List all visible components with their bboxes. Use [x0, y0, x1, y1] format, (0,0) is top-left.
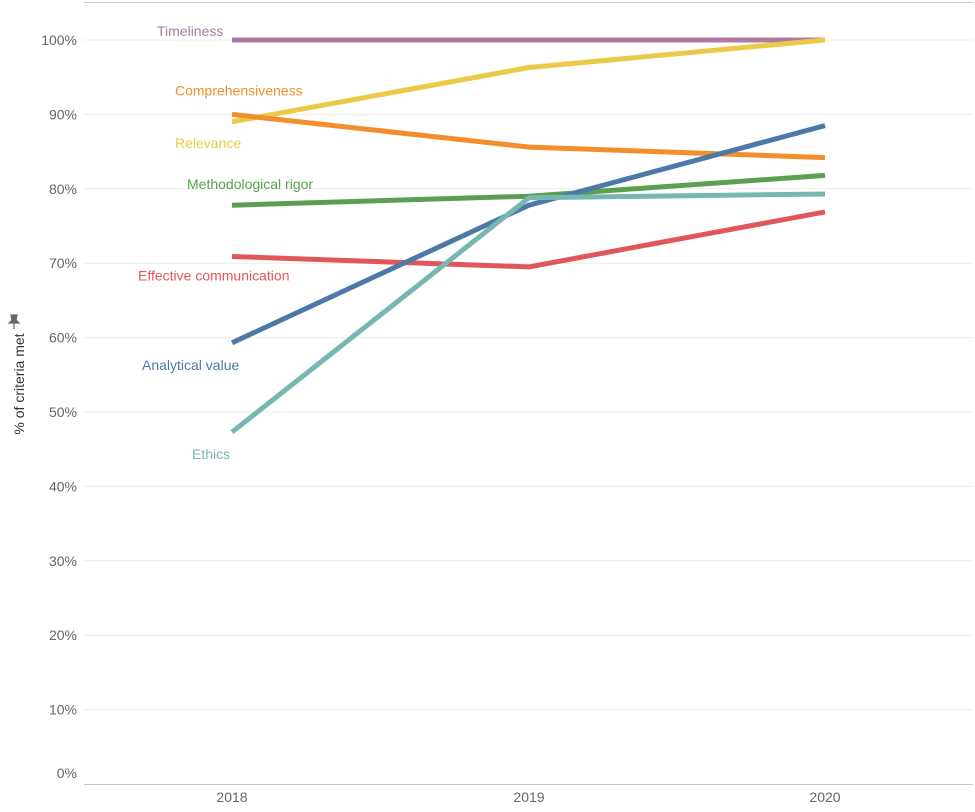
- series-line-relevance[interactable]: [231, 37, 826, 125]
- x-tick-label: 2019: [513, 789, 544, 805]
- series-label-ethics: Ethics: [192, 446, 230, 462]
- y-tick-label: 30%: [49, 553, 77, 569]
- series-line-ethics[interactable]: [230, 191, 826, 435]
- series-labels: Timeliness Relevance Comprehensiveness Meth…: [138, 23, 313, 462]
- y-tick-label: 20%: [49, 627, 77, 643]
- series-label-comprehensiveness: Comprehensiveness: [175, 82, 303, 98]
- y-tick-label: 70%: [49, 255, 77, 271]
- y-tick-label: 0%: [57, 765, 77, 781]
- series-label-methodological-rigor: Methodological rigor: [187, 176, 313, 192]
- series-label-analytical-value: Analytical value: [142, 357, 239, 373]
- y-tick-label: 10%: [49, 702, 77, 718]
- y-tick-label: 90%: [49, 106, 77, 122]
- x-tick-label: 2018: [216, 789, 247, 805]
- x-axis-ticks: 2018 2019 2020: [216, 789, 840, 805]
- x-tick-label: 2020: [809, 789, 840, 805]
- y-tick-label: 40%: [49, 478, 77, 494]
- y-axis-title[interactable]: % of criteria met: [7, 314, 27, 435]
- series-label-effective-communication: Effective communication: [138, 268, 289, 284]
- y-axis-title-text: % of criteria met: [11, 333, 27, 434]
- series-label-timeliness: Timeliness: [157, 23, 223, 39]
- y-tick-label: 50%: [49, 404, 77, 420]
- y-axis-ticks: 0% 10% 20% 30% 40% 50% 60% 70% 80% 90% 100%: [41, 32, 77, 781]
- y-tick-label: 100%: [41, 32, 77, 48]
- pin-icon[interactable]: [7, 314, 21, 329]
- y-tick-label: 80%: [49, 181, 77, 197]
- series-lines: [230, 37, 826, 435]
- series-line-effective-communication[interactable]: [231, 209, 826, 270]
- series-line-analytical-value[interactable]: [230, 123, 826, 346]
- y-tick-label: 60%: [49, 330, 77, 346]
- series-label-relevance: Relevance: [175, 135, 241, 151]
